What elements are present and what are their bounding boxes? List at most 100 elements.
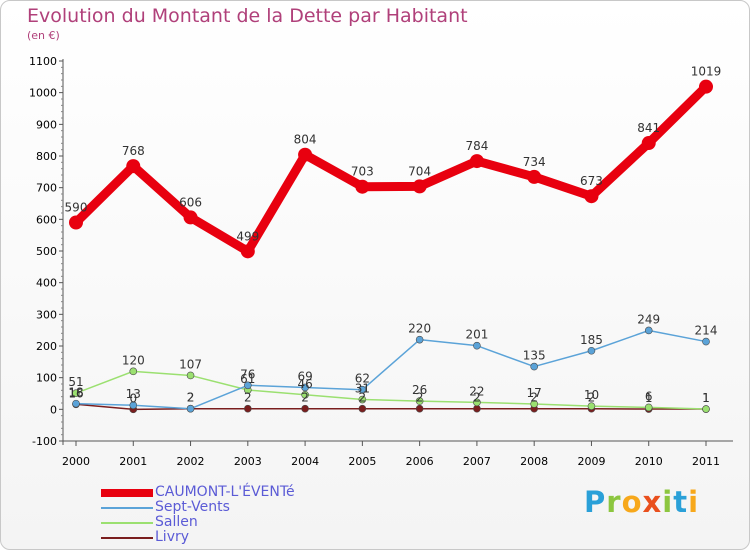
data-point [415, 397, 424, 405]
data-point [473, 398, 481, 407]
data-point [358, 395, 367, 404]
x-tick-label: 2001 [119, 455, 147, 468]
axes: -100010020030040050060070080090010001100… [29, 55, 733, 468]
legend-swatch [101, 522, 153, 524]
data-point [644, 403, 653, 412]
legend-swatch [101, 489, 153, 497]
data-point [415, 335, 424, 344]
data-label: 2 [588, 391, 596, 405]
data-point [129, 367, 138, 376]
data-point [126, 159, 141, 174]
data-label: 704 [408, 164, 431, 178]
data-label: 734 [523, 155, 546, 169]
legend-label: Sept-Vents [155, 499, 230, 515]
data-point [298, 147, 313, 162]
data-point [183, 210, 198, 225]
legend-label: Livry [155, 529, 190, 545]
data-label: 2 [416, 391, 424, 405]
data-label: 10 [584, 388, 599, 402]
x-tick-label: 2000 [62, 455, 90, 468]
data-label: 2 [187, 391, 195, 405]
data-label: 17 [527, 386, 542, 400]
data-point [358, 404, 367, 413]
data-point [240, 244, 255, 259]
legend-swatch [101, 537, 153, 539]
data-label: 499 [236, 229, 259, 243]
series-line-0 [71, 82, 711, 256]
data-point [584, 189, 599, 204]
data-point [72, 399, 80, 408]
logo-letter: t [673, 485, 689, 519]
x-tick-label: 2008 [520, 455, 548, 468]
data-point [412, 179, 427, 194]
data-label: 214 [695, 324, 718, 338]
legend-label: Sallen [155, 514, 198, 530]
data-label: 51 [68, 375, 83, 389]
logo-letter: i [662, 485, 674, 519]
y-tick-label: -100 [32, 435, 57, 448]
series-lines [71, 82, 711, 411]
data-label: 31 [355, 382, 370, 396]
y-tick-label: 1000 [29, 87, 57, 100]
data-label: 1 [702, 391, 710, 405]
data-label: 249 [637, 312, 660, 326]
legend-swatch [101, 507, 153, 509]
data-point [415, 404, 424, 413]
data-label: 0 [129, 391, 137, 405]
y-tick-label: 700 [36, 182, 57, 195]
x-tick-label: 2003 [234, 455, 262, 468]
data-label: 135 [523, 349, 546, 363]
data-point [473, 404, 481, 413]
data-label: 120 [122, 353, 145, 367]
data-label: 16 [68, 386, 83, 400]
y-tick-label: 500 [36, 245, 57, 258]
data-point [69, 215, 83, 230]
data-point [186, 404, 195, 413]
data-label: 2 [473, 391, 481, 405]
data-label: 1019 [691, 65, 722, 79]
data-label: 69 [297, 369, 312, 383]
y-tick-label: 300 [36, 308, 57, 321]
legend-label: CAUMONT-L'ÉVENTé [155, 484, 295, 500]
x-tick-label: 2005 [348, 455, 376, 468]
data-point [129, 401, 138, 410]
data-point [473, 341, 481, 350]
logo-letter: x [642, 485, 663, 519]
data-label: 61 [240, 372, 255, 386]
data-point [527, 169, 542, 184]
data-point [702, 337, 710, 346]
chart-subtitle: (en €) [27, 29, 60, 42]
data-label: 1 [645, 391, 653, 405]
x-tick-label: 2002 [177, 455, 205, 468]
data-label: 2 [244, 391, 252, 405]
data-point [702, 405, 710, 413]
data-point [469, 154, 484, 169]
data-label: 18 [68, 386, 83, 400]
data-point [244, 381, 252, 390]
data-point [244, 404, 252, 413]
data-point [530, 400, 538, 408]
data-label: 2 [359, 391, 367, 405]
series-points [69, 79, 713, 414]
y-tick-label: 1100 [29, 55, 57, 68]
data-point [355, 179, 370, 194]
data-label: 76 [240, 367, 255, 381]
proxiti-logo: Proxiti [584, 485, 699, 519]
data-point [72, 389, 80, 397]
data-label: 1 [702, 391, 710, 405]
data-label: 2 [301, 391, 309, 405]
data-point [587, 402, 596, 410]
x-tick-label: 2011 [692, 455, 720, 468]
data-point [644, 326, 653, 335]
data-point [699, 79, 713, 94]
data-point [358, 385, 367, 394]
data-label: 841 [637, 121, 660, 135]
x-tick-label: 2007 [463, 455, 491, 468]
y-tick-label: 0 [50, 403, 57, 416]
y-tick-label: 100 [36, 372, 57, 385]
data-label: 22 [469, 384, 484, 398]
logo-letter: P [584, 485, 607, 519]
data-label: 804 [294, 133, 317, 147]
